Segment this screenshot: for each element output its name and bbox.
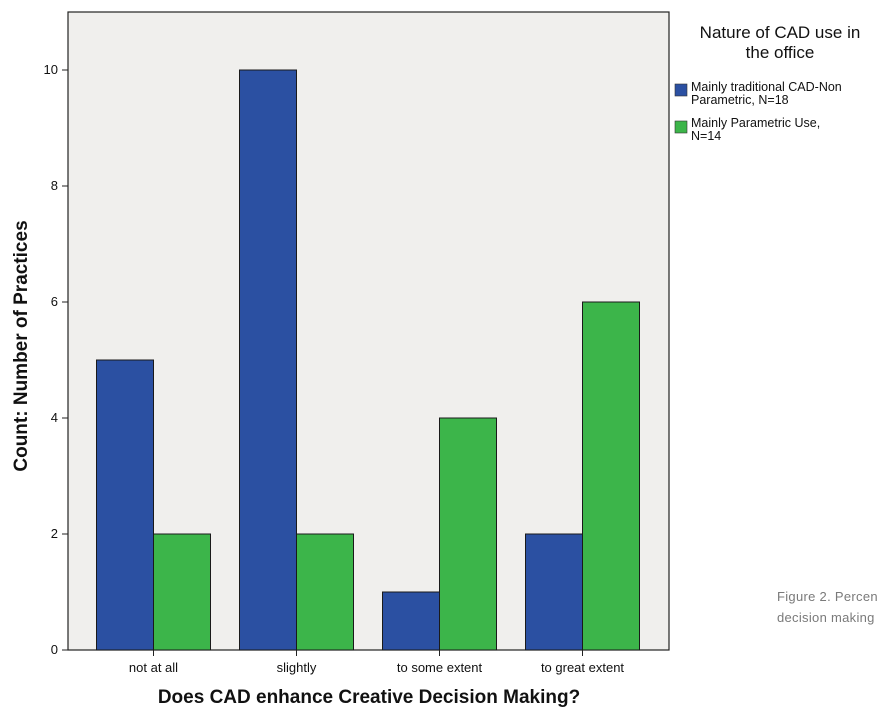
figure-caption-line-1: Figure 2. Percen	[777, 589, 878, 604]
bar-traditional	[239, 69, 297, 651]
legend-label-parametric-line-1: Mainly Parametric Use,	[691, 116, 820, 130]
legend: Nature of CAD use in the office Mainly t…	[674, 23, 861, 143]
bar-parametric	[153, 533, 211, 651]
legend-swatch-parametric	[674, 120, 688, 134]
y-axis: 0 2 4 6 8 10	[44, 62, 68, 657]
bars	[96, 69, 640, 651]
bar-parametric	[296, 533, 354, 651]
bar-parametric	[439, 417, 497, 651]
x-tick-label: to great extent	[541, 660, 624, 675]
y-tick-label: 8	[51, 178, 58, 193]
legend-label-parametric-line-2: N=14	[691, 129, 721, 143]
x-axis: not at all slightly to some extent to great…	[129, 650, 624, 675]
y-tick-label: 0	[51, 642, 58, 657]
legend-swatch-traditional	[674, 83, 688, 97]
x-tick-label: to some extent	[397, 660, 483, 675]
bar-traditional	[382, 591, 440, 651]
x-axis-title: Does CAD enhance Creative Decision Makin…	[158, 687, 580, 708]
x-tick-label: not at all	[129, 660, 178, 675]
figure-caption-line-2: decision making	[777, 610, 875, 625]
y-tick-label: 4	[51, 410, 58, 425]
y-tick-label: 2	[51, 526, 58, 541]
bar-parametric	[582, 301, 640, 651]
legend-title-line-2: the office	[746, 43, 815, 62]
legend-label-traditional-line-2: Parametric, N=18	[691, 93, 789, 107]
legend-title-line-1: Nature of CAD use in	[700, 23, 861, 42]
bar-traditional	[96, 359, 154, 651]
bar-traditional	[525, 533, 583, 651]
y-tick-label: 10	[44, 62, 58, 77]
x-tick-label: slightly	[277, 660, 317, 675]
y-tick-label: 6	[51, 294, 58, 309]
legend-label-traditional-line-1: Mainly traditional CAD-Non	[691, 80, 842, 94]
y-axis-title: Count: Number of Practices	[11, 220, 32, 471]
